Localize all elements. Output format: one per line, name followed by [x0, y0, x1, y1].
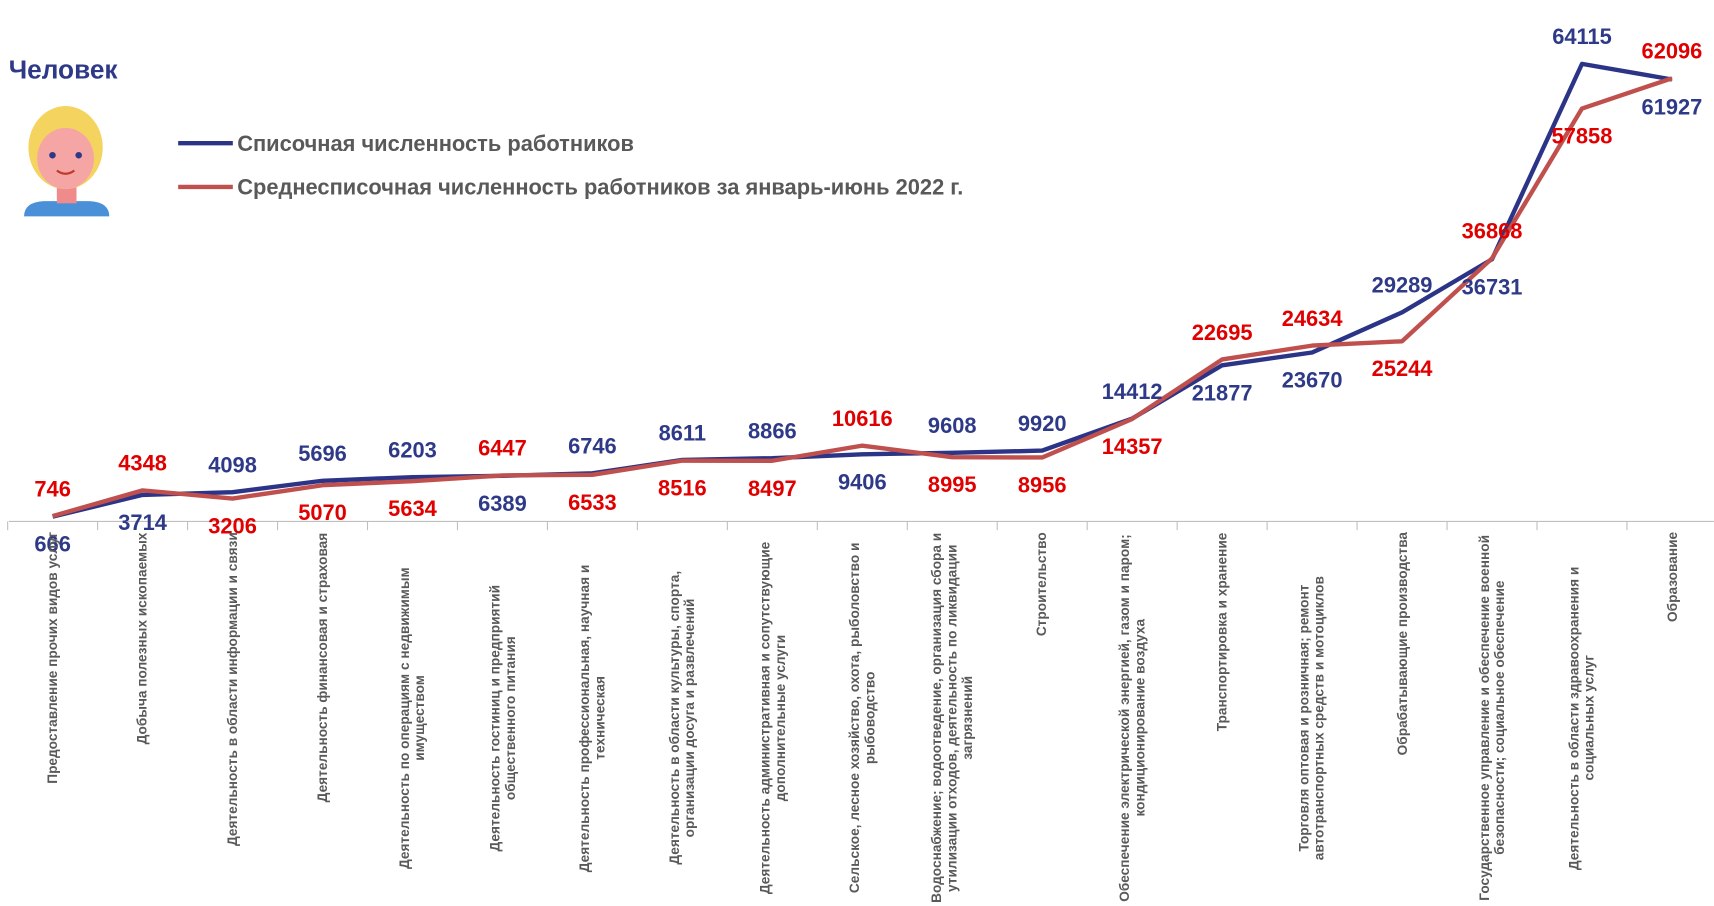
legend-label: Списочная численность работников — [237, 131, 634, 156]
x-tick-label: Предоставление прочих видов услуг — [11, 532, 94, 904]
x-tick-label: Деятельность финансовая и страховая — [281, 532, 364, 904]
x-tick-label: Обеспечение электрической энергией, газо… — [1091, 532, 1174, 904]
data-label: 21877 — [1192, 380, 1253, 405]
x-tick-text: Сельское, лесное хозяйство, охота, рыбол… — [846, 542, 878, 894]
x-tick-text: Деятельность в области культуры, спорта,… — [667, 571, 698, 866]
data-label: 5070 — [298, 500, 347, 525]
data-label: 6447 — [478, 436, 527, 461]
data-label: 10616 — [832, 406, 893, 431]
data-label: 3206 — [208, 514, 257, 539]
x-tick-text: Транспортировка и хранение — [1214, 532, 1230, 731]
data-label: 62096 — [1642, 39, 1703, 64]
data-label: 64115 — [1552, 24, 1612, 49]
data-label: 8497 — [748, 476, 797, 501]
x-tick-label: Деятельность профессиональная, научная и… — [551, 532, 634, 904]
x-tick-label: Добыча полезных ископаемых — [101, 532, 184, 904]
x-tick-text: Торговля оптовая и розничная; ремонт авт… — [1296, 576, 1328, 861]
data-label: 8611 — [659, 420, 706, 445]
data-label: 36731 — [1462, 274, 1523, 299]
x-tick-text: Деятельность административная и сопутств… — [757, 541, 788, 895]
legend-label: Среднесписочная численность работников з… — [237, 175, 963, 200]
data-label: 746 — [34, 476, 70, 501]
x-tick-text: Водоснабжение; водоотведение, организаци… — [929, 533, 976, 904]
data-label: 6203 — [388, 437, 437, 462]
data-label: 8995 — [928, 472, 977, 497]
data-label: 29289 — [1372, 273, 1433, 298]
chart-title: Человек — [9, 55, 119, 85]
data-label: 8956 — [1018, 472, 1067, 497]
data-label: 23670 — [1282, 367, 1343, 392]
data-label: 9920 — [1018, 411, 1067, 436]
series-line — [52, 61, 1673, 519]
data-label: 8866 — [748, 418, 797, 443]
x-tick-text: Деятельность финансовая и страховая — [314, 532, 331, 802]
person-icon — [24, 106, 110, 217]
x-tick-label: Государственное управление и обеспечение… — [1450, 532, 1533, 904]
x-tick-label: Обрабатывающие производства — [1361, 532, 1444, 904]
x-tick-label: Водоснабжение; водоотведение, организаци… — [911, 532, 994, 904]
x-tick-label: Транспортировка и хранение — [1181, 532, 1264, 904]
x-tick-label: Деятельность в области культуры, спорта,… — [641, 532, 724, 904]
x-tick-text: Деятельность профессиональная, научная и… — [577, 564, 608, 872]
x-tick-text: Предоставление прочих видов услуг — [44, 532, 61, 785]
x-tick-label: Сельское, лесное хозяйство, охота, рыбол… — [821, 532, 904, 904]
x-tick-text: Добыча полезных ископаемых — [134, 532, 151, 745]
series-line — [52, 76, 1673, 519]
x-tick-label: Деятельность в области здравоохранения и… — [1540, 532, 1623, 904]
x-tick-text: Деятельность гостиниц и предприятий обще… — [487, 584, 518, 852]
x-tick-text: Государственное управление и обеспечение… — [1476, 535, 1508, 902]
x-tick-text: Деятельность в области здравоохранения и… — [1566, 566, 1598, 870]
data-label: 6533 — [568, 490, 617, 515]
x-tick-label: Образование — [1630, 532, 1713, 904]
data-label: 14412 — [1102, 379, 1163, 404]
data-label: 666 — [34, 532, 70, 557]
x-tick-label: Деятельность по операциям с недвижимым и… — [371, 532, 454, 904]
x-tick-text: Образование — [1664, 532, 1680, 623]
data-label: 36868 — [1462, 219, 1523, 244]
x-tick-text: Строительство — [1034, 532, 1050, 637]
x-tick-text: Обрабатывающие производства — [1394, 532, 1410, 756]
data-label: 5634 — [388, 496, 437, 521]
data-label: 57858 — [1552, 123, 1613, 148]
x-tick-label: Деятельность в области информации и связ… — [191, 532, 274, 904]
x-tick-label: Деятельность административная и сопутств… — [731, 532, 814, 904]
data-label: 22695 — [1192, 320, 1253, 345]
data-label: 61927 — [1642, 94, 1703, 119]
data-label: 25244 — [1372, 356, 1434, 381]
x-tick-text: Обеспечение электрической энергией, газо… — [1116, 534, 1148, 902]
data-label: 9406 — [838, 469, 887, 494]
x-tick-text: Деятельность в области информации и связ… — [224, 532, 241, 847]
data-label: 14357 — [1102, 434, 1163, 459]
data-label: 3714 — [118, 510, 167, 535]
x-tick-label: Строительство — [1001, 532, 1084, 904]
data-label: 9608 — [928, 413, 977, 438]
x-tick-label: Деятельность гостиниц и предприятий обще… — [461, 532, 544, 904]
data-label: 6389 — [478, 491, 527, 516]
data-label: 8516 — [658, 476, 707, 501]
x-tick-text: Деятельность по операциям с недвижимым и… — [397, 567, 428, 869]
data-label: 4348 — [118, 451, 167, 476]
data-label: 6746 — [568, 434, 617, 459]
data-label: 24634 — [1282, 306, 1344, 331]
data-label: 5696 — [298, 441, 347, 466]
x-tick-label: Торговля оптовая и розничная; ремонт авт… — [1271, 532, 1354, 904]
data-label: 4098 — [208, 452, 257, 477]
